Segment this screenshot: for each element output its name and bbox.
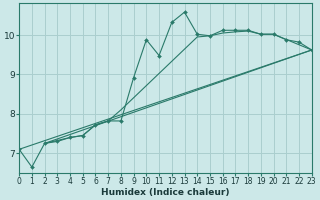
X-axis label: Humidex (Indice chaleur): Humidex (Indice chaleur) (101, 188, 230, 197)
